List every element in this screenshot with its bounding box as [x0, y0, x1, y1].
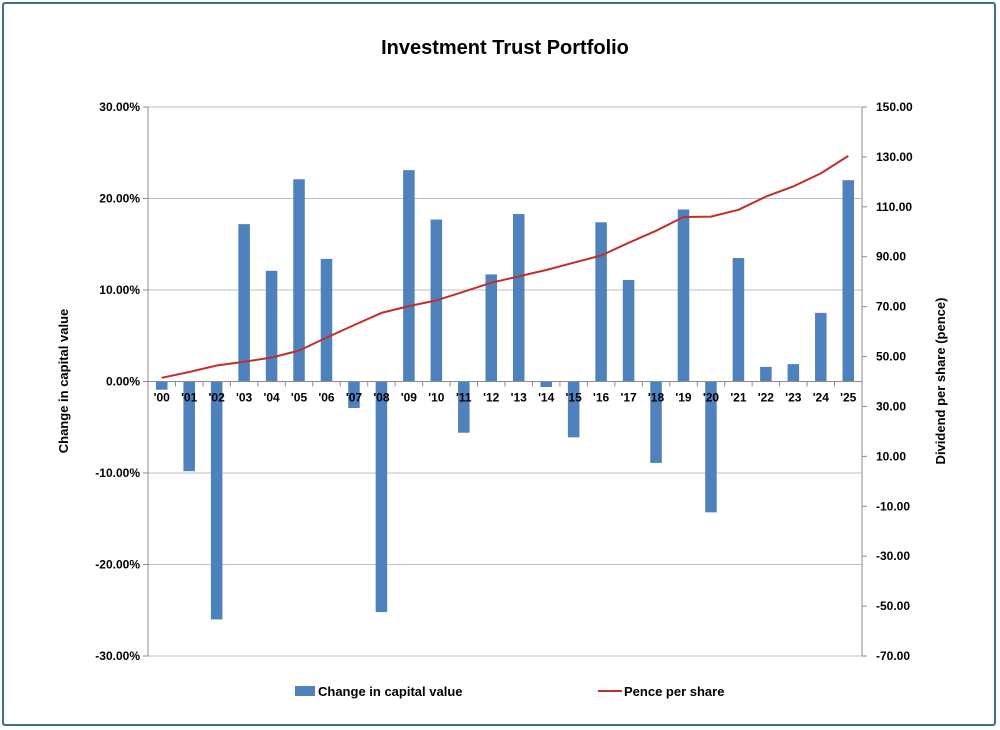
bar — [485, 274, 498, 382]
right-tick-label: 110.00 — [876, 200, 912, 214]
category-label: '19 — [675, 391, 692, 405]
category-label: '17 — [620, 391, 637, 405]
category-label: '01 — [181, 391, 198, 405]
category-label: '13 — [511, 391, 528, 405]
category-label: '16 — [593, 391, 610, 405]
bar — [760, 366, 772, 382]
right-tick-label: -70.00 — [876, 649, 910, 663]
legend-swatch-bar — [295, 686, 315, 696]
left-tick-label: -10.00% — [95, 466, 140, 480]
right-tick-label: 30.00 — [876, 399, 906, 413]
category-label: '25 — [840, 391, 857, 405]
category-label: '10 — [428, 391, 445, 405]
bar — [677, 209, 690, 382]
category-label: '06 — [318, 391, 335, 405]
category-label: '02 — [209, 391, 226, 405]
chart-title: Investment Trust Portfolio — [381, 37, 629, 59]
bar — [155, 381, 168, 390]
right-tick-label: 10.00 — [876, 449, 906, 463]
category-label: '11 — [456, 391, 472, 405]
left-tick-label: -20.00% — [95, 558, 140, 572]
right-tick-label: 70.00 — [876, 300, 906, 314]
legend-label-bar: Change in capital value — [318, 684, 463, 699]
right-tick-label: 50.00 — [876, 350, 906, 364]
category-label: '09 — [401, 391, 418, 405]
left-tick-label: 0.00% — [106, 375, 140, 389]
category-label: '22 — [758, 391, 775, 405]
bar — [348, 381, 360, 409]
left-axis-ticks: 30.00% 20.00% 10.00% 0.00% -10.00% -20.00% -30… — [95, 100, 148, 663]
category-label: '07 — [346, 391, 363, 405]
left-tick-label: 30.00% — [99, 100, 140, 114]
bar — [293, 179, 305, 382]
right-tick-label: 90.00 — [876, 250, 906, 264]
bar — [595, 222, 607, 382]
bar — [842, 180, 855, 382]
legend: Change in capital value Pence per share — [295, 684, 724, 699]
bar — [732, 257, 745, 382]
line-series — [161, 155, 849, 379]
right-tick-label: -50.00 — [876, 599, 910, 613]
bar — [567, 381, 580, 438]
bar — [705, 381, 717, 513]
category-label: '15 — [566, 391, 583, 405]
bar — [238, 224, 250, 382]
bar — [458, 381, 470, 433]
pence-per-share-line — [161, 155, 849, 379]
bar — [375, 381, 388, 613]
category-label: '20 — [703, 391, 720, 405]
right-tick-label: 150.00 — [876, 100, 913, 114]
left-axis-title: Change in capital value — [56, 309, 71, 454]
bar — [265, 270, 278, 382]
bar — [815, 312, 827, 382]
bar — [403, 170, 415, 382]
category-label: '18 — [648, 391, 665, 405]
category-label: '12 — [483, 391, 500, 405]
bar — [183, 381, 195, 472]
right-tick-label: 130.00 — [876, 150, 913, 164]
category-label: '24 — [813, 391, 830, 405]
category-label: '21 — [730, 391, 747, 405]
left-tick-label: 10.00% — [99, 283, 140, 297]
legend-label-line: Pence per share — [624, 684, 724, 699]
bar — [650, 381, 662, 463]
bar-series — [155, 170, 855, 620]
category-label: '14 — [538, 391, 555, 405]
right-tick-label: -10.00 — [876, 499, 910, 513]
right-tick-label: -30.00 — [876, 549, 910, 563]
category-label: '08 — [373, 391, 390, 405]
bar — [622, 279, 635, 382]
category-label: '03 — [236, 391, 253, 405]
right-axis-ticks: 150.00 130.00 110.00 90.00 70.00 50.00 30.00 10… — [862, 100, 913, 663]
bar — [512, 214, 525, 382]
category-labels: '00 '01 '02 '03 '04 '05 '06 '07 '08 '09 '10 '11 '12 '… — [147, 381, 863, 405]
bar — [210, 381, 223, 620]
left-tick-label: 20.00% — [99, 192, 140, 206]
category-label: '05 — [291, 391, 308, 405]
category-label: '00 — [154, 391, 171, 405]
bar — [540, 381, 552, 387]
category-label: '23 — [785, 391, 802, 405]
right-axis-title: Dividend per share (pence) — [933, 298, 948, 465]
left-tick-label: -30.00% — [95, 649, 140, 663]
category-label: '04 — [263, 391, 280, 405]
bar — [787, 364, 800, 382]
bar — [320, 258, 333, 382]
